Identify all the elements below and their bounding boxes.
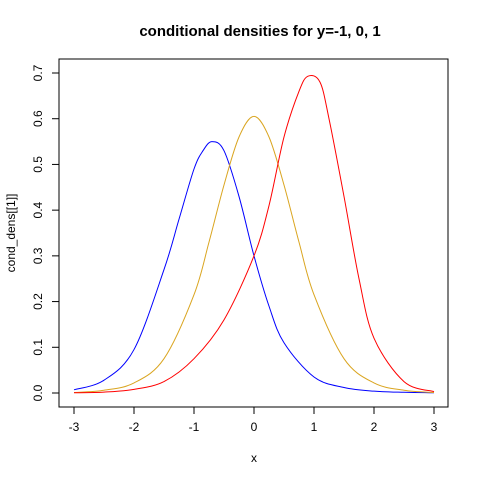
y-tick-label: 0.6	[31, 110, 45, 127]
x-tick-label: 0	[251, 420, 258, 434]
y-axis-label: cond_dens[[1]]	[4, 194, 18, 273]
y-tick-label: 0.4	[31, 201, 45, 218]
y-tick-label: 0.7	[31, 64, 45, 81]
y-tick-label: 0.2	[31, 293, 45, 310]
x-tick-label: 1	[311, 420, 318, 434]
x-tick-label: -1	[189, 420, 200, 434]
x-axis: -3 -2 -1 0 1 2 3	[69, 406, 438, 434]
series-line-3	[73, 74, 435, 394]
series-group	[73, 74, 435, 394]
y-tick-label: 0.0	[31, 384, 45, 401]
x-tick-label: 3	[431, 420, 438, 434]
chart-title: conditional densities for y=-1, 0, 1	[139, 23, 380, 40]
y-tick-label: 0.3	[31, 247, 45, 264]
x-tick-label: -3	[69, 420, 80, 434]
series-line-2	[73, 115, 435, 394]
x-axis-label: x	[251, 451, 257, 465]
x-tick-label: 2	[371, 420, 378, 434]
y-tick-label: 0.1	[31, 339, 45, 356]
x-tick-label: -2	[129, 420, 140, 434]
y-tick-label: 0.5	[31, 156, 45, 173]
y-axis: 0.0 0.1 0.2 0.3 0.4 0.5 0.6 0.7	[31, 64, 60, 401]
